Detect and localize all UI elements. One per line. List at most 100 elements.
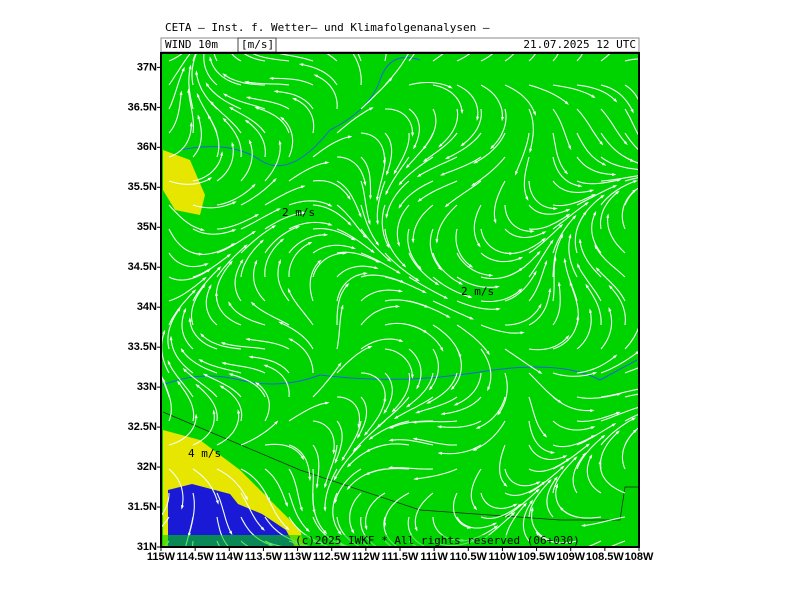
streamline-arrow [471, 182, 476, 187]
streamline-arrow [578, 184, 583, 188]
streamline-arrow [356, 434, 361, 439]
streamline-arrow [198, 359, 203, 363]
streamline [456, 53, 472, 62]
streamline [336, 346, 370, 374]
border [162, 411, 639, 521]
streamline-arrow [385, 214, 389, 219]
streamline-arrow [308, 476, 312, 482]
streamline [376, 157, 386, 199]
streamline [442, 156, 482, 175]
streamline [493, 180, 506, 221]
streamline [168, 204, 203, 231]
streamline-arrow [146, 526, 150, 530]
streamline-arrow [328, 222, 333, 226]
streamline-arrow [346, 485, 351, 491]
streamline [552, 396, 592, 412]
streamline-arrow [412, 420, 417, 424]
streamline-arrow [535, 531, 540, 536]
streamline [161, 492, 170, 517]
streamline [528, 420, 553, 454]
streamline-arrow [191, 289, 197, 294]
streamline-arrow [514, 171, 518, 176]
streamline [576, 311, 592, 350]
streamline-arrow [496, 307, 501, 311]
streamline [181, 310, 194, 350]
streamline [415, 438, 457, 446]
streamline [440, 444, 482, 455]
streamline [456, 516, 495, 529]
streamline-arrow [362, 234, 367, 239]
streamline [229, 303, 266, 326]
streamline [473, 156, 506, 186]
streamline-arrow [536, 250, 541, 255]
streamline-arrow [388, 425, 394, 429]
streamline-arrow [228, 301, 232, 306]
streamline [561, 508, 602, 519]
streamline-arrow [469, 316, 475, 320]
streamline [264, 443, 304, 458]
streamline [360, 132, 386, 162]
streamline-arrow [422, 158, 428, 163]
streamline-arrow [460, 109, 464, 115]
streamline [277, 261, 290, 302]
lon-tick-label: 113.5W [245, 551, 283, 563]
streamline-arrow [254, 107, 260, 110]
streamline [168, 53, 184, 62]
streamline [564, 260, 578, 302]
streamline-arrow [350, 529, 355, 534]
streamline-arrow [272, 178, 277, 183]
streamline-arrow [654, 159, 659, 162]
streamline-arrow [608, 307, 612, 312]
streamline-arrow [364, 471, 370, 476]
streamline-arrow [395, 304, 401, 308]
streamline-arrow [222, 73, 227, 78]
field-name: WIND 10m [165, 38, 218, 51]
streamline-arrow [437, 451, 443, 455]
streamline [367, 443, 410, 452]
streamline [528, 180, 555, 210]
streamline [600, 84, 633, 111]
streamline-arrow [564, 170, 569, 175]
streamline-arrow [553, 207, 558, 211]
streamline [192, 53, 197, 62]
streamline [253, 262, 266, 302]
streamline [192, 228, 234, 235]
streamline-arrow [572, 215, 577, 220]
streamline [360, 228, 390, 261]
streamline [358, 396, 368, 437]
streamline-arrow [560, 465, 565, 470]
streamline-arrow [365, 448, 371, 453]
streamline-arrow [244, 80, 249, 84]
streamline [167, 309, 180, 350]
streamline [552, 435, 594, 448]
streamline [264, 239, 283, 278]
streamline [552, 132, 567, 173]
streamline [178, 382, 195, 422]
streamline [205, 286, 218, 326]
streamline-arrow [663, 168, 668, 171]
streamline [408, 372, 434, 407]
streamline-arrow [411, 132, 415, 137]
streamline [470, 468, 482, 509]
streamline [168, 362, 194, 398]
streamline [384, 53, 387, 62]
streamline-arrow [195, 70, 199, 75]
streamline [221, 386, 243, 422]
streamline [600, 388, 639, 398]
streamline [407, 132, 434, 167]
streamline-arrow [278, 259, 281, 264]
streamline-arrow [562, 455, 568, 459]
lon-tick-label: 109.5W [518, 551, 557, 563]
streamline [528, 84, 568, 104]
streamline [394, 132, 410, 173]
streamline [473, 204, 482, 246]
streamline-arrow [541, 237, 546, 242]
streamline [480, 84, 503, 119]
streamline-arrow [523, 502, 528, 507]
streamline [552, 216, 575, 254]
streamline [396, 204, 410, 245]
streamline-arrow [248, 139, 252, 144]
lat-tick-label: 33.5N [128, 341, 157, 353]
streamline [336, 228, 373, 252]
streamline-arrow [278, 140, 282, 145]
